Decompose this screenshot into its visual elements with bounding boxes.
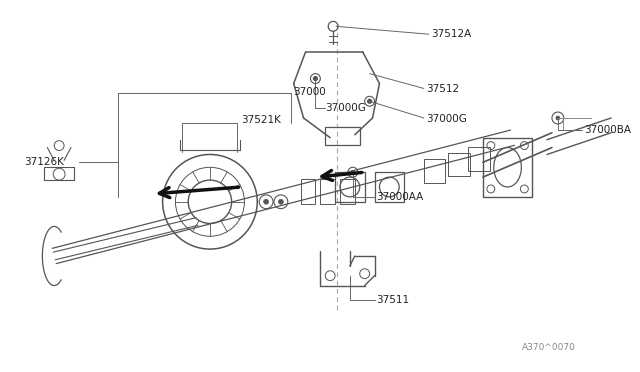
Text: 37512: 37512 [426, 84, 459, 94]
Text: 37521K: 37521K [241, 115, 282, 125]
Text: 37512A: 37512A [431, 29, 471, 39]
Bar [468, 147, 490, 171]
Circle shape [264, 199, 269, 204]
Circle shape [314, 77, 317, 81]
Text: 37511: 37511 [376, 295, 410, 305]
Text: 37126K: 37126K [25, 157, 65, 167]
Circle shape [351, 170, 355, 174]
Bar [340, 179, 355, 204]
Text: 37000G: 37000G [426, 114, 467, 124]
Bar [424, 159, 445, 183]
Bar [325, 127, 360, 145]
Circle shape [278, 199, 284, 204]
Text: 37000AA: 37000AA [376, 192, 424, 202]
Bar [321, 179, 335, 204]
Bar [449, 153, 470, 176]
Circle shape [367, 99, 372, 103]
Circle shape [556, 116, 560, 120]
Text: 37000G: 37000G [325, 103, 366, 113]
Bar [374, 172, 404, 202]
Text: 37000: 37000 [292, 87, 326, 97]
Bar [301, 179, 316, 204]
Text: A370^0070: A370^0070 [522, 343, 576, 352]
Bar [483, 138, 532, 197]
Bar [335, 172, 365, 202]
Text: 37000BA: 37000BA [584, 125, 632, 135]
